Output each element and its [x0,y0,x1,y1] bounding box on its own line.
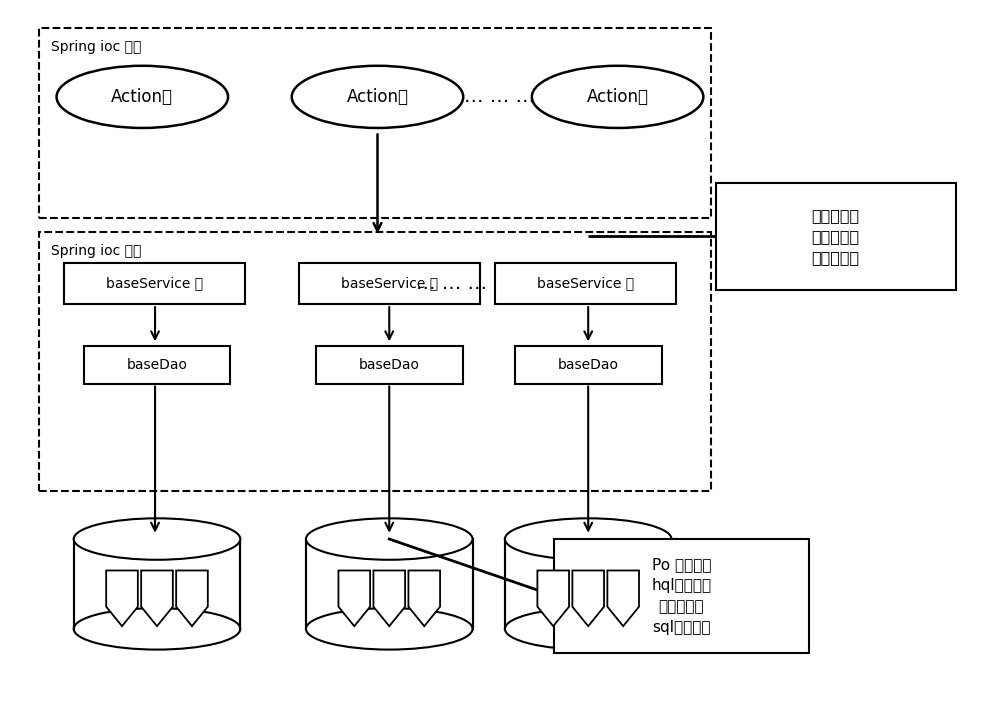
Text: baseService 层: baseService 层 [106,276,203,290]
Ellipse shape [74,608,240,649]
Bar [495,263,676,304]
Text: baseDao: baseDao [359,357,420,372]
Ellipse shape [74,518,240,560]
Bar [39,231,711,491]
Ellipse shape [306,518,473,560]
Text: … … …: … … … [464,87,536,106]
Bar [299,263,480,304]
Text: Action类: Action类 [111,88,173,106]
Polygon shape [373,570,405,626]
Polygon shape [607,570,639,626]
Polygon shape [537,570,569,626]
Polygon shape [572,570,604,626]
Bar [554,539,809,653]
Bar [515,345,662,384]
Text: Action类: Action类 [347,88,409,106]
Bar [716,183,956,290]
Text: Spring ioc 容器: Spring ioc 容器 [51,244,142,258]
Text: baseDao: baseDao [558,357,619,372]
Bar [74,539,240,629]
Bar [39,27,711,218]
Bar [505,539,672,629]
Ellipse shape [306,608,473,649]
Bar [64,263,245,304]
Bar [316,345,463,384]
Polygon shape [141,570,173,626]
Ellipse shape [505,518,672,560]
Ellipse shape [292,66,463,128]
Polygon shape [106,570,138,626]
Text: baseService 层: baseService 层 [341,276,438,290]
Polygon shape [176,570,208,626]
Ellipse shape [532,66,703,128]
Text: Po 映射库表
hql操作数据
库，或直接
sql语句操作: Po 映射库表 hql操作数据 库，或直接 sql语句操作 [651,557,711,635]
Ellipse shape [505,608,672,649]
Text: baseService 层: baseService 层 [537,276,634,290]
Bar [84,345,230,384]
Bar [306,539,473,629]
Text: baseDao: baseDao [126,357,188,372]
Text: Action类: Action类 [587,88,649,106]
Text: Spring ioc 容器: Spring ioc 容器 [51,40,142,54]
Polygon shape [338,570,370,626]
Text: 通过上下文
配置文件动
态组装配置: 通过上下文 配置文件动 态组装配置 [812,208,860,265]
Ellipse shape [57,66,228,128]
Polygon shape [408,570,440,626]
Text: … … …: … … … [416,274,486,293]
